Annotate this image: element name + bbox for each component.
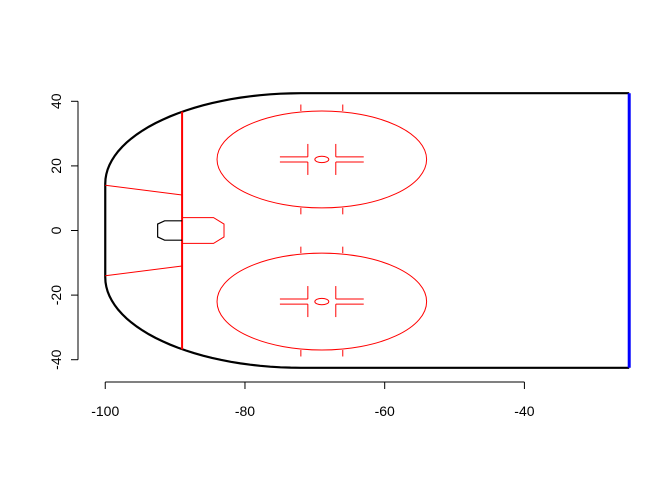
x-tick-label: -100 <box>91 403 119 419</box>
faceoff-circle-top <box>216 110 428 209</box>
y-tick-label: -20 <box>48 285 64 305</box>
x-tick-label: -80 <box>235 403 255 419</box>
x-tick-label: -60 <box>375 403 395 419</box>
x-tick-label: -40 <box>514 403 534 419</box>
trapezoid-top <box>105 184 183 196</box>
axes: -100 -80 -60 -40 -40 -20 0 20 40 <box>48 93 535 419</box>
faceoff-dot-top <box>314 155 330 164</box>
net <box>157 220 183 241</box>
faceoff-circle-bottom <box>216 252 428 351</box>
y-tick-label: -40 <box>48 349 64 369</box>
faceoff-dot-bottom <box>314 297 330 306</box>
y-tick-label: 40 <box>48 93 64 109</box>
crease <box>182 217 225 244</box>
y-tick-label: 20 <box>48 158 64 174</box>
boards-line <box>104 92 630 369</box>
rink-markings <box>104 92 631 369</box>
trapezoid-bottom <box>105 265 183 277</box>
y-tick-label: 0 <box>48 226 64 234</box>
